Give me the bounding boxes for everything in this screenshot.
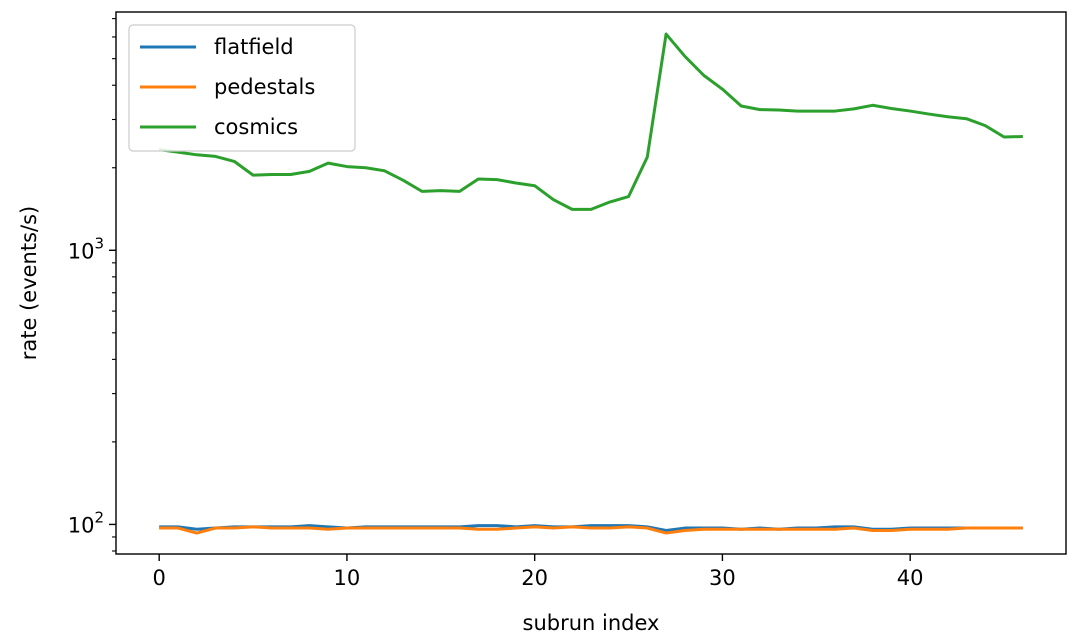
series-line-cosmics (158, 32, 1023, 211)
y-tick-label-base: 10 (68, 513, 95, 537)
legend: flatfield pedestals cosmics (128, 24, 356, 152)
legend-label-cosmics: cosmics (214, 115, 298, 139)
y-axis-label: rate (events/s) (17, 206, 41, 361)
plot-lines (158, 32, 1023, 535)
series-line-pedestals (159, 525, 1023, 535)
x-tick-label: 30 (709, 566, 736, 590)
axes-frame (115, 11, 1067, 555)
x-axis: 0 10 20 30 40 (152, 554, 924, 590)
y-tick-label-base: 10 (68, 239, 95, 263)
y-tick-label-exponent: 3 (94, 234, 104, 252)
y-tick-label: 102 (68, 508, 104, 537)
y-tick-label-exponent: 2 (94, 508, 104, 526)
x-tick-label: 40 (897, 566, 924, 590)
legend-label-flatfield: flatfield (214, 35, 294, 59)
x-tick-label: 20 (521, 566, 548, 590)
legend-box (128, 24, 356, 152)
x-tick-label: 0 (152, 566, 165, 590)
x-axis-label: subrun index (523, 611, 660, 635)
x-tick-label: 10 (334, 566, 361, 590)
y-tick-label: 103 (68, 234, 104, 263)
legend-label-pedestals: pedestals (214, 75, 315, 99)
